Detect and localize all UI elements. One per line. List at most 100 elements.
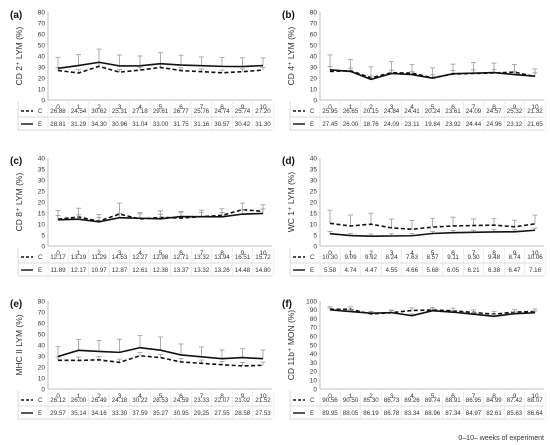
x-tick-label: 3 xyxy=(118,250,122,257)
table-cell-value: 87.42 xyxy=(507,397,523,404)
legend-label-E: E xyxy=(310,121,314,128)
table-cell-value: 13.37 xyxy=(173,267,189,274)
x-tick-label: 6 xyxy=(179,104,183,111)
table-cell-value: 12.38 xyxy=(153,267,169,274)
table-cell-value: 12.17 xyxy=(50,254,66,261)
y-tick-label: 50 xyxy=(38,331,46,338)
x-tick-label: 0 xyxy=(328,250,332,257)
y-tick-label: 10 xyxy=(38,86,46,93)
y-axis-title: CD 8⁺ LYM (%) xyxy=(14,173,24,232)
x-tick-label: 4 xyxy=(410,250,414,257)
panel-label: (a) xyxy=(10,10,22,21)
x-tick-label: 8 xyxy=(492,393,496,400)
table-cell-value: 30.62 xyxy=(91,108,107,115)
table-cell-value: 25.31 xyxy=(112,108,128,115)
table-cell-value: 26.00 xyxy=(343,121,359,128)
table-cell-value: 13.19 xyxy=(71,254,87,261)
x-tick-label: 4 xyxy=(138,250,142,257)
y-tick-label: 50 xyxy=(38,42,46,49)
table-cell-value: 87.34 xyxy=(445,410,461,417)
y-tick-label: 40 xyxy=(310,155,318,162)
table-cell-value: 26.77 xyxy=(173,108,189,115)
table-cell-value: 29.57 xyxy=(50,410,66,417)
table-cell-value: 14.80 xyxy=(255,267,271,274)
table-cell-value: 86.64 xyxy=(527,410,543,417)
series-line-C xyxy=(57,65,264,74)
table-cell-value: 23.92 xyxy=(445,121,461,128)
legend-label-C: C xyxy=(310,108,315,115)
table-cell-value: 24.57 xyxy=(486,108,502,115)
x-tick-label: 7 xyxy=(472,393,476,400)
y-axis-title: CD 11b⁺ MON (%) xyxy=(286,310,296,381)
x-tick-label: 7 xyxy=(200,104,204,111)
table-cell-value: 24.96 xyxy=(486,121,502,128)
legend-label-E: E xyxy=(38,121,42,128)
y-tick-label: 100 xyxy=(306,298,317,305)
table-cell-value: 19.84 xyxy=(425,121,441,128)
x-tick-label: 1 xyxy=(77,250,81,257)
x-tick-label: 5 xyxy=(431,250,435,257)
x-tick-label: 10 xyxy=(531,393,539,400)
panel-label: (f) xyxy=(282,299,292,310)
panel-label: (b) xyxy=(282,10,295,21)
table-cell-value: 22.07 xyxy=(214,397,230,404)
y-tick-label: 35 xyxy=(310,166,318,173)
table-cell-value: 90.56 xyxy=(322,397,338,404)
table-cell-value: 84.99 xyxy=(486,397,502,404)
table-cell-value: 12.71 xyxy=(173,254,189,261)
table-cell-value: 35.14 xyxy=(71,410,87,417)
x-tick-label: 0 xyxy=(56,393,60,400)
table-cell-value: 84.97 xyxy=(466,410,482,417)
y-tick-label: 25 xyxy=(310,188,318,195)
table-cell-value: 28.58 xyxy=(235,410,251,417)
series-line-E xyxy=(57,61,264,70)
table-cell-value: 6.05 xyxy=(447,267,460,274)
y-tick-label: 90 xyxy=(310,307,318,314)
y-axis-title: CD 4⁺ LYM (%) xyxy=(286,27,296,86)
table-cell-value: 20.15 xyxy=(363,108,379,115)
y-tick-label: 30 xyxy=(310,177,318,184)
y-tick-label: 15 xyxy=(310,210,318,217)
panel-label: (d) xyxy=(282,156,295,167)
table-cell-value: 24.44 xyxy=(466,121,482,128)
table-cell-value: 14.48 xyxy=(235,267,251,274)
x-tick-label: 5 xyxy=(431,104,435,111)
table-cell-value: 9.48 xyxy=(488,254,501,261)
chart-panel-3: (c) CD 8⁺ LYM (%) 0 5 10 15 20 25 30 35 40 0 1 2 3 4 5 6 7… xyxy=(10,155,274,277)
panel-label: (c) xyxy=(10,156,22,167)
table-cell-value: 27.18 xyxy=(132,108,148,115)
table-cell-value: 34.30 xyxy=(91,121,107,128)
x-tick-label: 6 xyxy=(179,393,183,400)
y-tick-label: 20 xyxy=(310,199,318,206)
y-tick-label: 80 xyxy=(38,9,46,16)
x-tick-label: 2 xyxy=(97,250,101,257)
y-tick-label: 60 xyxy=(38,320,46,327)
table-cell-value: 89.74 xyxy=(425,397,441,404)
y-tick-label: 20 xyxy=(310,75,318,82)
y-tick-label: 40 xyxy=(38,53,46,60)
x-tick-label: 8 xyxy=(220,104,224,111)
table-cell-value: 31.75 xyxy=(173,121,189,128)
x-tick-label: 4 xyxy=(410,104,414,111)
table-cell-value: 21.02 xyxy=(235,397,251,404)
table-cell-value: 13.26 xyxy=(214,267,230,274)
x-tick-label: 10 xyxy=(259,393,267,400)
table-cell-value: 27.20 xyxy=(255,108,271,115)
table-cell-value: 29.25 xyxy=(194,410,210,417)
table-cell-value: 90.50 xyxy=(343,397,359,404)
table-cell-value: 29.61 xyxy=(153,108,169,115)
legend-label-C: C xyxy=(38,397,43,404)
table-cell-value: 30.95 xyxy=(173,410,189,417)
x-tick-label: 2 xyxy=(369,104,373,111)
series-line-E xyxy=(329,309,536,318)
y-tick-label: 10 xyxy=(310,86,318,93)
x-tick-label: 5 xyxy=(159,250,163,257)
table-cell-value: 88.96 xyxy=(425,410,441,417)
y-tick-label: 10 xyxy=(310,221,318,228)
table-cell-value: 35.27 xyxy=(153,410,169,417)
table-cell-value: 23.11 xyxy=(404,121,420,128)
table-cell-value: 88.07 xyxy=(527,397,543,404)
table-cell-value: 31.29 xyxy=(71,121,87,128)
table-cell-value: 18.76 xyxy=(363,121,379,128)
table-cell-value: 27.53 xyxy=(255,410,271,417)
